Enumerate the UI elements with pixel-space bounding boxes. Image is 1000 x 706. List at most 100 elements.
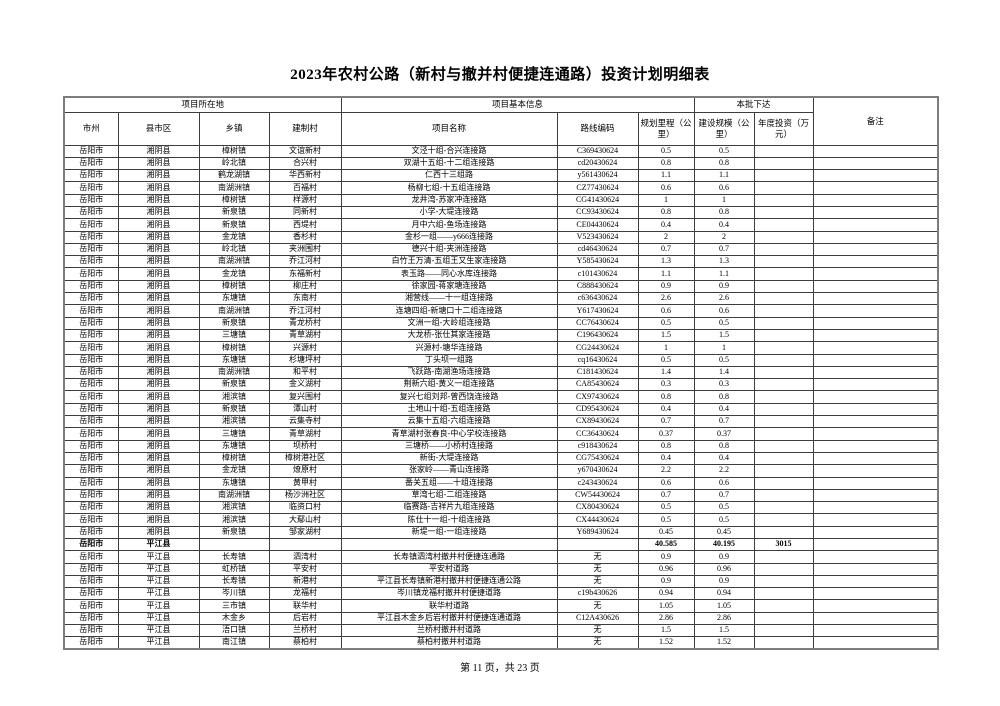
cell-village: 同新村 [268, 205, 342, 220]
cell-city: 岳阳市 [63, 439, 119, 453]
cell-planned-km: 0.7 [637, 488, 695, 503]
cell-remark [812, 328, 939, 343]
table-row: 岳阳市 平江县 长寿镇 泗湾村 长寿镇泗湾村撤并村便捷连通路无 0.9 0.9 [63, 550, 939, 564]
cell-planned-km: 40.585 [637, 537, 695, 552]
cell-planned-km: 2.6 [637, 292, 695, 306]
cell-county: 湘阴县 [117, 181, 200, 195]
page-footer: 第 11 页，共 23 页 [460, 663, 540, 674]
cell-city: 岳阳市 [63, 218, 119, 232]
cell-county: 湘阴县 [117, 193, 200, 207]
cell-county: 湘阴县 [117, 144, 200, 158]
cell-route-code: CG75430624 [556, 451, 639, 466]
cell-county: 湘阴县 [117, 218, 200, 232]
cell-route-code [556, 537, 639, 552]
cell-project-name: 兰桥村撤并村道路 [340, 624, 558, 638]
cell-build-km: 0.5 [693, 353, 755, 367]
cell-build-km: 0.9 [693, 279, 755, 294]
cell-build-km: 1.1 [693, 169, 755, 183]
cell-village: 乔江河村 [268, 304, 342, 318]
cell-remark [812, 365, 939, 380]
cell-planned-km: 0.96 [637, 562, 695, 576]
table-row: 岳阳市 湘阴县 三塘镇 青草湖村 大龙桥-张仕其家连接路 C196430624 1.5 1.5 [63, 328, 939, 343]
cell-route-code: CC36430624 [556, 427, 639, 441]
cell-annual-invest: 3015 [753, 537, 814, 552]
cell-project-name: 临赛路-吉祥片九组连接路 [340, 501, 558, 515]
cell-village: 邹家湖村 [268, 525, 342, 540]
cell-route-code: CX97430624 [556, 390, 639, 404]
cell-city: 岳阳市 [63, 451, 119, 466]
cell-route-code: y561430624 [556, 169, 639, 183]
header-columns-row: 市州 县市区 乡镇 建制村 项目名称 路线编码 规划里程（公里） 建设规模（公里… [63, 111, 938, 146]
cell-annual-invest [753, 390, 814, 404]
cell-annual-invest [753, 242, 814, 257]
table-row: 岳阳市 湘阴县 东塘镇 杉塘坪村 丁头坝一组路 cq16430624 0.5 0.5 [63, 353, 939, 367]
cell-project-name: 连塘四组-新塘口十二组连接路 [340, 304, 558, 318]
cell-project-name: 龙井湾-苏家冲连接路 [340, 193, 558, 207]
cell-project-name: 新街-大堤连接路 [340, 451, 558, 466]
cell-village: 香杉村 [268, 230, 342, 244]
cell-village: 青草湖村 [268, 328, 342, 343]
cell-project-name: 丁头坝一组路 [340, 353, 558, 367]
table-row: 岳阳市 湘阴县 新泉镇 同新村 小学-大堤连接路 CC93430624 0.8 0.8 [63, 205, 939, 220]
cell-county: 湘阴县 [117, 230, 200, 244]
cell-route-code: cq16430624 [556, 353, 639, 367]
cell-county: 湘阴县 [117, 464, 200, 478]
table-row: 岳阳市 湘阴县 新泉镇 青龙桥村 文洲一组-大岭组连接路 CC76430624 0.5 0.5 [63, 316, 939, 330]
cell-project-name: 平江县木金乡后岩村撤并村便捷连通道路 [340, 611, 558, 626]
cell-project-name: 小学-大堤连接路 [340, 205, 558, 220]
cell-city: 岳阳市 [63, 476, 119, 490]
cell-township: 鹤龙湖镇 [198, 169, 270, 183]
table-body: 岳阳市 湘阴县 樟树镇 文谊新村 文泾十组-合兴连接路 C369430624 0.5 0.5 岳… [63, 144, 939, 650]
cell-project-name: 岑川镇龙福村撤并村便捷道路 [340, 587, 558, 601]
cell-township: 三塘镇 [198, 328, 270, 343]
cell-county: 湘阴县 [117, 242, 200, 257]
header-col-remark: 备注 [812, 96, 939, 146]
cell-city: 岳阳市 [63, 341, 119, 355]
cell-village: 西堤村 [268, 218, 342, 232]
cell-route-code: Y585430624 [556, 255, 639, 269]
cell-city: 岳阳市 [63, 390, 119, 404]
cell-project-name: 飞跃路-南湖渔场连接路 [340, 365, 558, 380]
cell-city: 岳阳市 [63, 353, 119, 367]
cell-planned-km: 1 [637, 193, 695, 207]
table-row: 岳阳市 湘阴县 金龙镇 香杉村 金杉一组——y666连接路 V523430624 2 2 [63, 230, 939, 244]
cell-city: 岳阳市 [63, 205, 119, 220]
cell-remark [812, 451, 939, 466]
cell-planned-km: 1.4 [637, 365, 695, 380]
cell-route-code: cd20430624 [556, 156, 639, 171]
cell-village: 复兴围村 [268, 390, 342, 404]
cell-city: 岳阳市 [63, 427, 119, 441]
table-row: 岳阳市 湘阴县 南湖洲镇 和平村 飞跃路-南湖渔场连接路 C181430624 1.4 1.4 [63, 365, 939, 380]
cell-annual-invest [753, 341, 814, 355]
cell-route-code: 无 [556, 550, 639, 564]
cell-county: 湘阴县 [117, 316, 200, 330]
table-row: 岳阳市 平江县 木金乡 后岩村 平江县木金乡后岩村撤并村便捷连通道路 C12A430626… [63, 611, 939, 626]
cell-city: 岳阳市 [63, 292, 119, 306]
cell-build-km: 1.05 [693, 599, 755, 613]
cell-remark [812, 501, 939, 515]
cell-project-name: 徐家园-蒋家塘连接路 [340, 279, 558, 294]
cell-build-km: 2 [693, 230, 755, 244]
header-col-route-code: 路线编码 [556, 111, 639, 146]
cell-township: 南湖洲镇 [198, 365, 270, 380]
table-row: 岳阳市 湘阴县 东塘镇 坝桥村 三塘桥——小桥村连接路 c918430624 0.8 0.8 [63, 439, 939, 453]
cell-annual-invest [753, 415, 814, 429]
cell-village: 蔡柏村 [268, 636, 342, 650]
cell-county: 湘阴县 [117, 279, 200, 294]
cell-city: 岳阳市 [63, 574, 119, 589]
cell-build-km: 0.94 [693, 587, 755, 601]
cell-project-name: 平江县长寿镇新港村撤并村便捷连通公路 [340, 574, 558, 589]
cell-annual-invest [753, 427, 814, 441]
cell-route-code: C888430624 [556, 279, 639, 294]
cell-remark [812, 181, 939, 195]
cell-build-km: 0.9 [693, 550, 755, 564]
cell-county: 平江县 [117, 611, 200, 626]
cell-county: 湘阴县 [117, 513, 200, 527]
cell-route-code: CA85430624 [556, 378, 639, 392]
cell-annual-invest [753, 501, 814, 515]
cell-township: 南湖洲镇 [198, 304, 270, 318]
cell-annual-invest [753, 562, 814, 576]
cell-project-name: 文泾十组-合兴连接路 [340, 144, 558, 158]
cell-village: 后岩村 [268, 611, 342, 626]
cell-village: 临资口村 [268, 501, 342, 515]
